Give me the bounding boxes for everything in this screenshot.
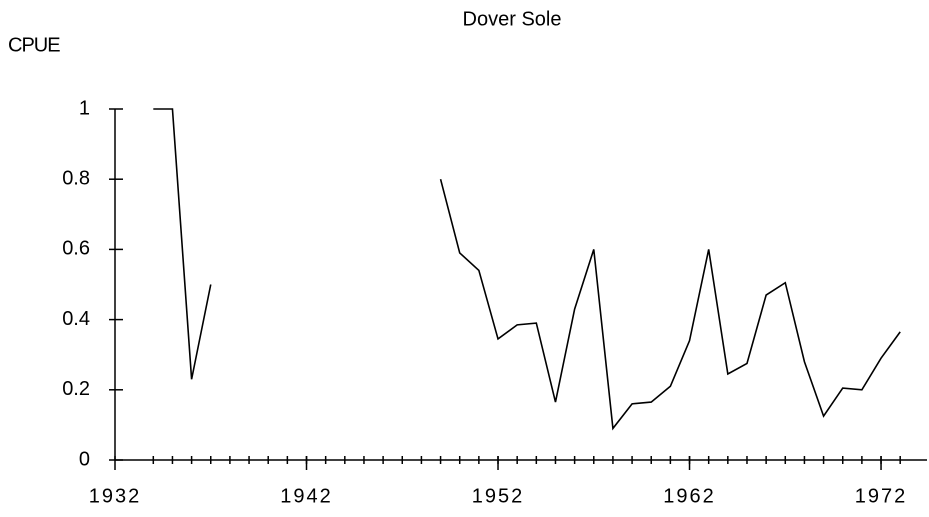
chart-title: Dover Sole — [463, 8, 562, 30]
y-axis-label: CPUE — [8, 34, 60, 56]
x-tick-label: 1942 — [280, 485, 333, 507]
y-tick-label: 0.6 — [62, 238, 90, 260]
y-tick-label: 0 — [79, 448, 90, 470]
x-tick-label: 1952 — [472, 485, 525, 507]
x-tick-label: 1972 — [855, 485, 908, 507]
y-tick-label: 0.4 — [62, 308, 90, 330]
y-tick-label: 1 — [79, 97, 90, 119]
y-tick-label: 0.8 — [62, 167, 90, 189]
data-line — [153, 108, 901, 431]
y-tick-label: 0.2 — [62, 378, 90, 400]
x-tick-label: 1932 — [89, 485, 142, 507]
x-tick-label: 1962 — [663, 485, 716, 507]
